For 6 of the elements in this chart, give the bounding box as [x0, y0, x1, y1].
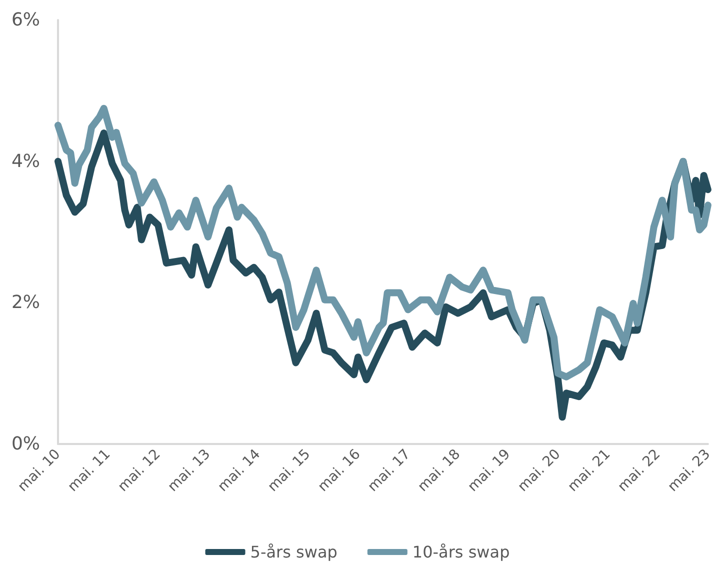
legend-label: 10-års swap — [412, 542, 510, 562]
y-tick-label: 2% — [11, 292, 40, 314]
y-tick-label: 0% — [11, 434, 40, 454]
y-tick-label: 6% — [11, 10, 40, 30]
y-tick-label: 4% — [11, 150, 40, 172]
legend-label: 5-års swap — [250, 542, 338, 562]
